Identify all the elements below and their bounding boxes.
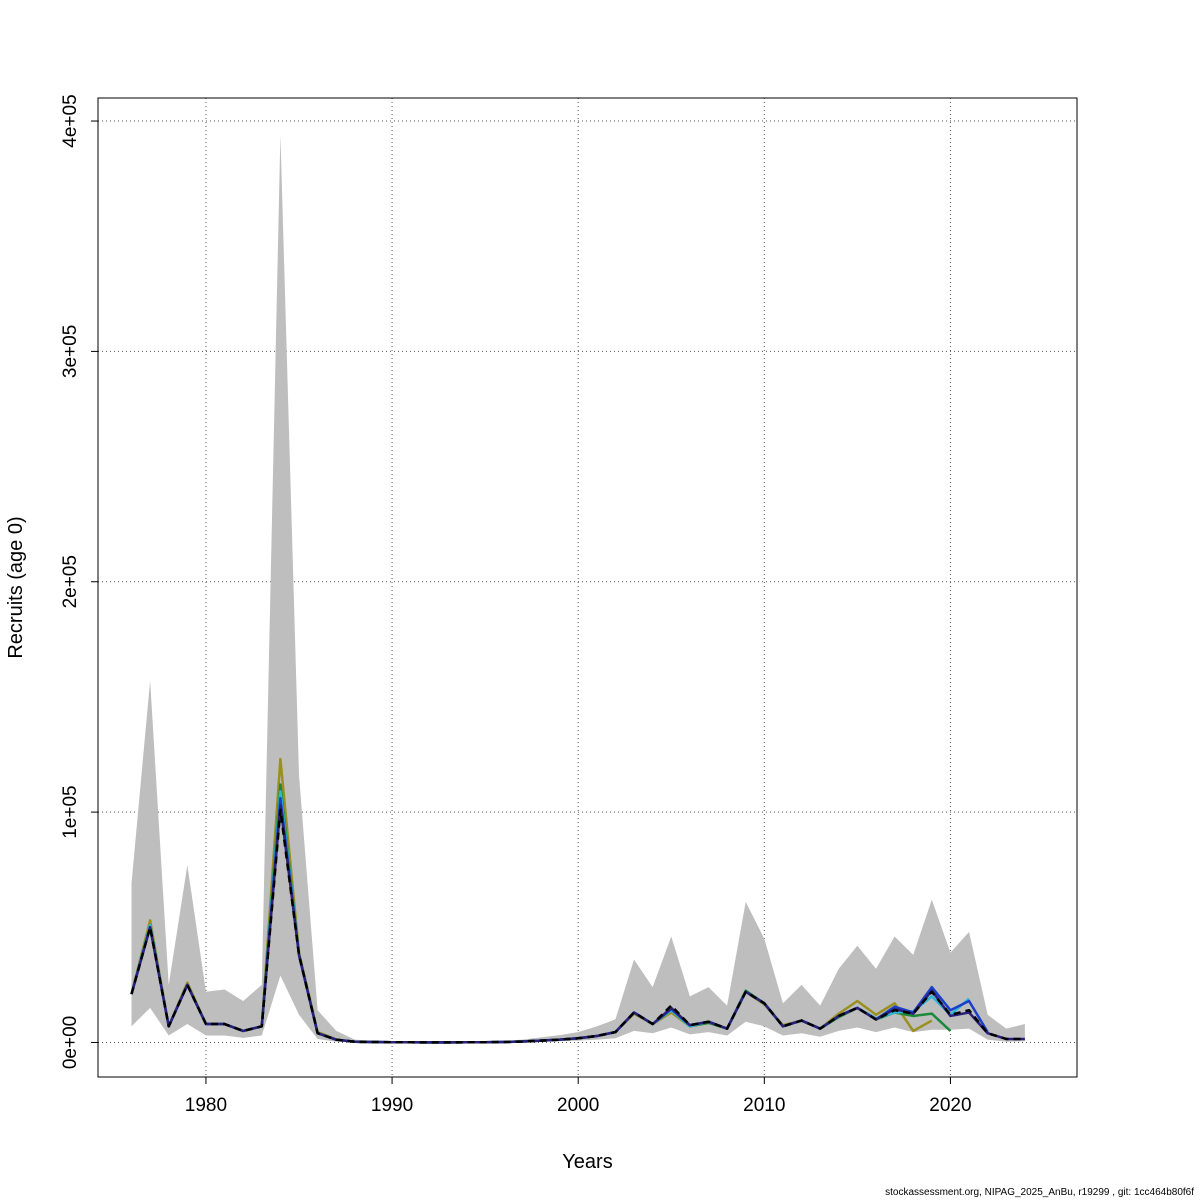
y-tick-label: 0e+00 [60, 1016, 81, 1069]
x-axis: 1980 1990 2000 2010 2020 [185, 1077, 972, 1116]
confidence-band [131, 134, 1025, 1043]
y-tick-label: 3e+05 [60, 325, 81, 378]
series-lines [130, 757, 1025, 1044]
plot-frame [97, 97, 1078, 1078]
x-tick-label: 2000 [557, 1095, 599, 1116]
y-axis-title: Recruits (age 0) [5, 516, 27, 658]
y-tick-label: 2e+05 [60, 555, 81, 608]
x-tick-label: 1990 [371, 1095, 413, 1116]
x-tick-label: 2020 [929, 1095, 971, 1116]
y-axis: 0e+00 1e+05 2e+05 3e+05 4e+05 [60, 94, 98, 1069]
x-axis-title: Years [562, 1151, 612, 1173]
confidence-band-area [131, 134, 1025, 1043]
y-tick-label: 1e+05 [60, 785, 81, 838]
x-tick-label: 2010 [743, 1095, 785, 1116]
y-tick-label: 4e+05 [60, 94, 81, 147]
x-tick-label: 1980 [185, 1095, 227, 1116]
series-line-1 [130, 808, 1025, 1044]
footer-caption: stockassessment.org, NIPAG_2025_AnBu, r1… [885, 1187, 1194, 1198]
